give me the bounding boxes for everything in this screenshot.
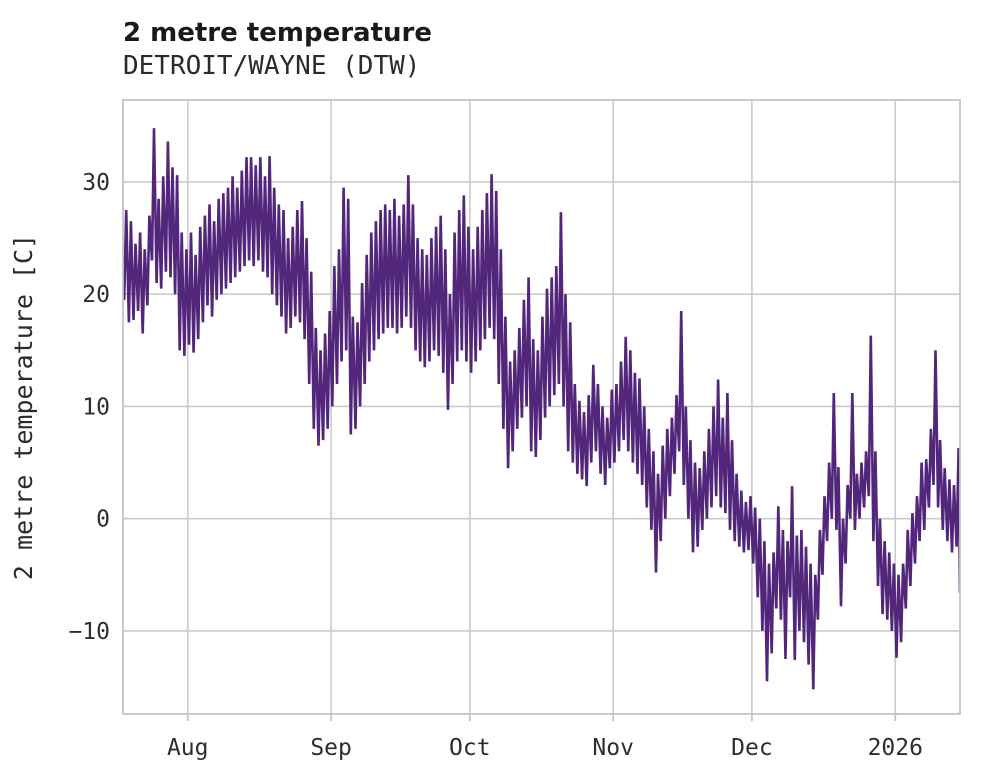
x-tick-label: Aug (167, 735, 209, 761)
y-tick-label: 30 (82, 170, 110, 196)
temperature-line (123, 128, 960, 690)
y-tick-label: 0 (96, 507, 110, 533)
y-tick-label: −10 (68, 619, 110, 645)
chart-subtitle: DETROIT/WAYNE (DTW) (123, 51, 420, 81)
x-tick-label: Dec (731, 735, 773, 761)
plot-border (122, 99, 961, 715)
x-tick-label: 2026 (868, 735, 923, 761)
y-tick-label: 10 (82, 394, 110, 420)
y-tick-label: 20 (82, 282, 110, 308)
y-axis-label: 2 metre temperature [C] (9, 234, 38, 580)
x-axis-tick-marks (186, 714, 897, 721)
chart-title: 2 metre temperature (123, 18, 432, 48)
x-tick-label: Oct (449, 735, 491, 761)
x-axis-tick-labels: Aug Sep Oct Nov Dec 2026 (167, 735, 923, 761)
x-tick-label: Sep (310, 735, 352, 761)
x-tick-label: Nov (592, 735, 634, 761)
y-axis-tick-labels: 30 20 10 0 −10 (68, 170, 110, 645)
